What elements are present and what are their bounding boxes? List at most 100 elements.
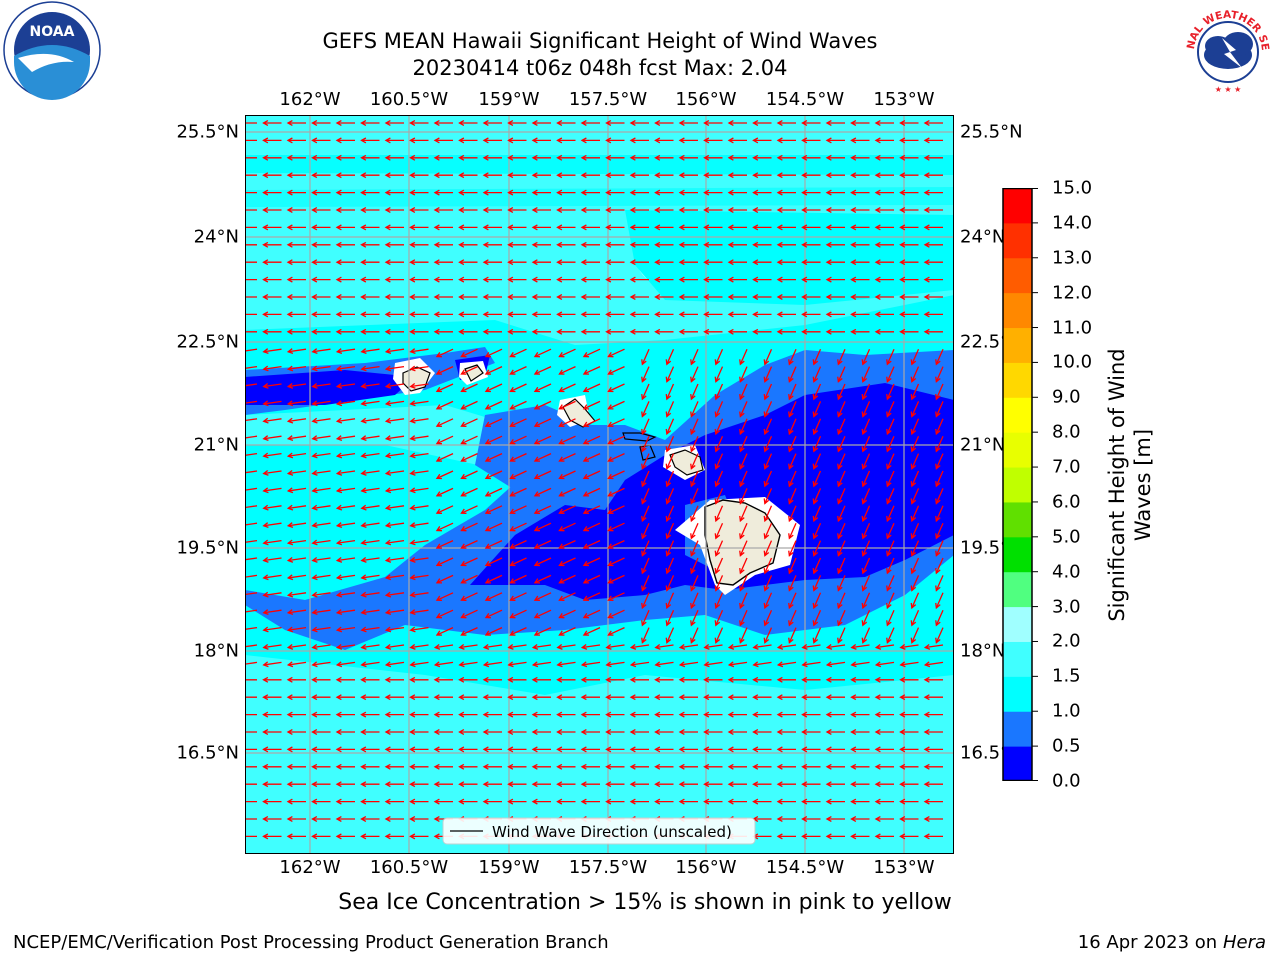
wave-arrow-head bbox=[935, 376, 941, 383]
wave-arrow-head bbox=[690, 515, 696, 523]
wave-arrow bbox=[862, 383, 871, 400]
wave-arrow-head bbox=[654, 294, 661, 300]
wave-arrow-head bbox=[703, 241, 710, 248]
wave-arrow bbox=[410, 609, 429, 614]
wave-arrow bbox=[288, 505, 307, 509]
wave-arrow bbox=[410, 487, 429, 492]
wave-arrow bbox=[886, 505, 895, 522]
wave-arrow bbox=[435, 661, 454, 666]
wave-arrow-head bbox=[763, 446, 770, 453]
wave-arrow-head bbox=[899, 763, 906, 770]
wave-arrow-head bbox=[335, 643, 343, 650]
wave-arrow bbox=[886, 453, 895, 469]
date-stamp: 16 Apr 2023 on Hera bbox=[1078, 932, 1266, 953]
wave-arrow-head bbox=[776, 798, 783, 805]
wave-arrow-head bbox=[874, 259, 881, 266]
wave-arrow bbox=[935, 557, 944, 574]
wave-arrow-head bbox=[678, 224, 685, 231]
wave-arrow bbox=[337, 505, 356, 509]
wave-arrow-head bbox=[812, 568, 819, 575]
wave-arrow-head bbox=[531, 137, 538, 144]
wave-arrow-head bbox=[607, 613, 614, 619]
wave-arrow-head bbox=[654, 137, 661, 144]
wave-arrow bbox=[582, 644, 601, 649]
wave-arrow-head bbox=[825, 189, 832, 196]
wave-arrow-head bbox=[788, 394, 794, 401]
wave-arrow-head bbox=[763, 585, 770, 592]
wave-arrow-head bbox=[335, 574, 343, 581]
wave-arrow bbox=[461, 557, 478, 566]
wave-arrow bbox=[641, 383, 650, 400]
wave-arrow-head bbox=[409, 676, 416, 683]
wave-arrow bbox=[788, 592, 797, 609]
wave-arrow-head bbox=[335, 661, 343, 668]
wave-arrow-head bbox=[752, 694, 759, 701]
wave-arrow-head bbox=[335, 833, 342, 840]
wave-arrow-head bbox=[776, 241, 783, 248]
wave-arrow-head bbox=[384, 746, 391, 753]
wave-arrow-head bbox=[629, 694, 636, 701]
lat-label: 18°N bbox=[193, 640, 239, 662]
island-niihau bbox=[464, 364, 484, 382]
wave-arrow-head bbox=[262, 626, 269, 633]
wave-arrow-head bbox=[776, 763, 783, 770]
wave-arrow bbox=[559, 574, 576, 584]
wave-arrow-head bbox=[507, 120, 514, 126]
wave-arrow bbox=[837, 575, 846, 591]
wave-arrow bbox=[886, 540, 895, 556]
wave-arrow bbox=[764, 575, 773, 591]
wave-arrow bbox=[862, 627, 871, 643]
wave-arrow-head bbox=[703, 224, 710, 231]
wave-arrow-head bbox=[874, 137, 881, 144]
wave-arrow bbox=[510, 592, 527, 601]
wave-arrow-head bbox=[580, 172, 587, 179]
wave-arrow bbox=[386, 383, 405, 388]
wave-arrow bbox=[935, 348, 944, 365]
wave-arrow bbox=[911, 557, 920, 574]
wave-arrow bbox=[312, 609, 331, 614]
wave-arrow bbox=[361, 348, 380, 353]
wave-arrow-head bbox=[714, 463, 721, 470]
wave-arrow-head bbox=[703, 120, 710, 126]
wave-arrow bbox=[778, 661, 797, 666]
wave-arrow bbox=[655, 661, 674, 666]
wave-arrow-head bbox=[286, 120, 293, 126]
wave-arrow-head bbox=[335, 400, 343, 407]
wave-arrow-head bbox=[874, 189, 881, 196]
wave-arrow-head bbox=[629, 763, 636, 770]
wave-arrow bbox=[245, 383, 258, 387]
wave-arrow-head bbox=[727, 241, 734, 248]
wave-arrow bbox=[559, 435, 576, 445]
wave-arrow-head bbox=[335, 798, 342, 805]
wave-arrow-head bbox=[433, 224, 440, 231]
wave-arrow bbox=[510, 557, 527, 566]
wave-arrow-head bbox=[580, 643, 588, 650]
wave-arrow bbox=[813, 348, 822, 365]
wave-arrow-head bbox=[335, 452, 343, 459]
wave-arrow-head bbox=[607, 543, 614, 549]
wave-arrow-head bbox=[739, 446, 745, 453]
wave-arrow bbox=[813, 418, 822, 435]
wave-arrow bbox=[925, 644, 944, 649]
wave-arrow bbox=[337, 626, 356, 631]
wave-arrow-head bbox=[360, 469, 367, 476]
wave-arrow bbox=[485, 383, 503, 392]
wave-arrow-head bbox=[509, 543, 516, 549]
wave-arrow bbox=[263, 609, 282, 614]
wave-arrow-head bbox=[739, 568, 745, 575]
wave-arrow-head bbox=[433, 311, 440, 318]
wave-arrow-head bbox=[739, 481, 745, 488]
wave-arrow-head bbox=[776, 172, 783, 179]
wave-arrow-head bbox=[460, 369, 467, 375]
wave-arrow-head bbox=[409, 382, 416, 389]
wave-arrow bbox=[802, 661, 821, 666]
wave-arrow-head bbox=[582, 508, 589, 514]
wave-arrow-head bbox=[899, 154, 906, 161]
wave-arrow-head bbox=[262, 661, 269, 668]
wave-arrow bbox=[559, 487, 576, 497]
wave-arrow bbox=[764, 401, 773, 417]
wave-arrow-head bbox=[861, 481, 868, 488]
map-border bbox=[245, 115, 954, 854]
wave-arrow bbox=[508, 644, 527, 649]
wave-arrow bbox=[583, 435, 601, 445]
